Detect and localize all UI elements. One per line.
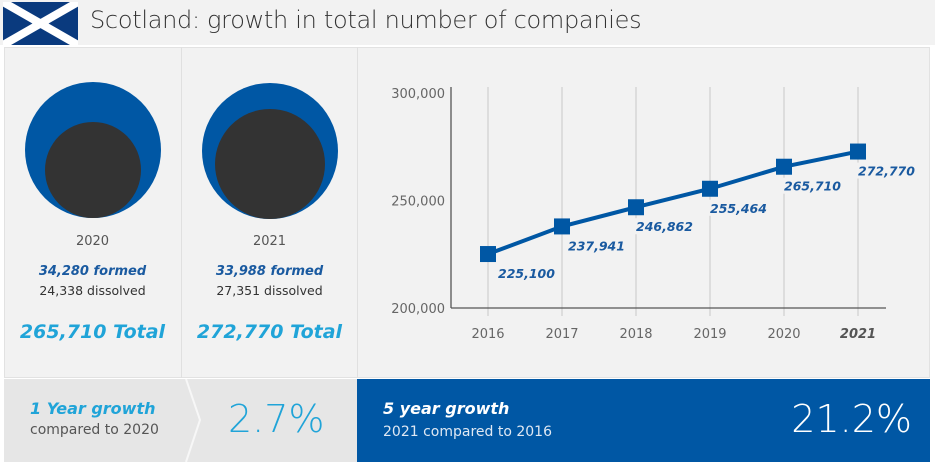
formed-count: 33,988 formed: [215, 264, 324, 279]
dissolved-circle: [45, 122, 141, 218]
x-tick-label: 2019: [693, 327, 726, 342]
x-tick-label: 2017: [545, 327, 578, 342]
dissolved-circle: [215, 109, 325, 219]
series-line: [487, 149, 859, 256]
one-year-growth-label: 1 Year growth: [30, 399, 156, 418]
data-point-marker: [702, 180, 718, 197]
five-year-growth-sub: 2021 compared to 2016: [383, 424, 552, 440]
x-tick-label: 2016: [471, 327, 504, 342]
data-label: 237,941: [568, 238, 625, 253]
one-year-growth-banner: 1 Year growth compared to 2020 2.7%: [4, 379, 357, 462]
data-label-bg: [708, 199, 772, 216]
data-point-marker: [628, 199, 644, 216]
data-label: 265,710: [784, 179, 841, 194]
year-label: 2021: [252, 234, 287, 249]
dissolved-count: 24,338 dissolved: [39, 283, 146, 298]
data-label: 272,770: [858, 164, 915, 179]
five-year-growth-value: 21.2%: [791, 397, 912, 441]
year-label: 2020: [75, 234, 110, 249]
data-label: 225,100: [498, 266, 555, 281]
year-card-2021: 2021 33,988 formed 27,351 dissolved 272,…: [182, 47, 357, 378]
x-tick-label: 2018: [619, 327, 652, 342]
data-point-marker: [850, 143, 866, 160]
formed-dissolved-circles: [25, 82, 161, 218]
year-card-2020: 2020 34,280 formed 24,338 dissolved 265,…: [4, 47, 181, 378]
one-year-growth-value: 2.7%: [228, 397, 325, 441]
data-label-bg: [566, 237, 630, 254]
y-tick-label: 300,000: [391, 87, 445, 102]
column-divider: [357, 47, 358, 378]
chevron-right-icon: [185, 379, 202, 462]
data-point-marker: [776, 158, 792, 175]
formed-dissolved-circles: [202, 83, 338, 219]
y-tick-label: 200,000: [391, 302, 445, 317]
x-tick-label: 2021: [840, 327, 876, 342]
data-label-bg: [496, 265, 560, 282]
header: Scotland: growth in total number of comp…: [0, 0, 935, 45]
five-year-growth-label: 5 year growth: [383, 399, 510, 418]
column-divider: [181, 47, 182, 378]
data-label: 255,464: [710, 201, 767, 216]
data-label-bg: [856, 162, 920, 179]
scotland-flag-icon: [3, 2, 78, 45]
data-point-marker: [554, 218, 570, 235]
main-panel: [4, 47, 930, 378]
formed-count: 34,280 formed: [38, 264, 147, 279]
data-label-bg: [634, 218, 698, 235]
data-label-bg: [782, 177, 846, 194]
total-count: 272,770 Total: [196, 321, 343, 343]
data-point-marker: [480, 246, 496, 263]
total-count: 265,710 Total: [19, 321, 166, 343]
x-tick-label: 2020: [767, 327, 800, 342]
page-title: Scotland: growth in total number of comp…: [90, 6, 642, 34]
y-tick-label: 250,000: [391, 195, 445, 210]
five-year-growth-banner: 5 year growth 2021 compared to 2016 21.2…: [357, 379, 930, 462]
one-year-growth-sub: compared to 2020: [30, 422, 159, 438]
line-chart: 2016 2017 2018 2019 2020 2021 200,000 250,000 30…: [391, 87, 920, 342]
data-label: 246,862: [636, 219, 693, 234]
dissolved-count: 27,351 dissolved: [216, 283, 323, 298]
